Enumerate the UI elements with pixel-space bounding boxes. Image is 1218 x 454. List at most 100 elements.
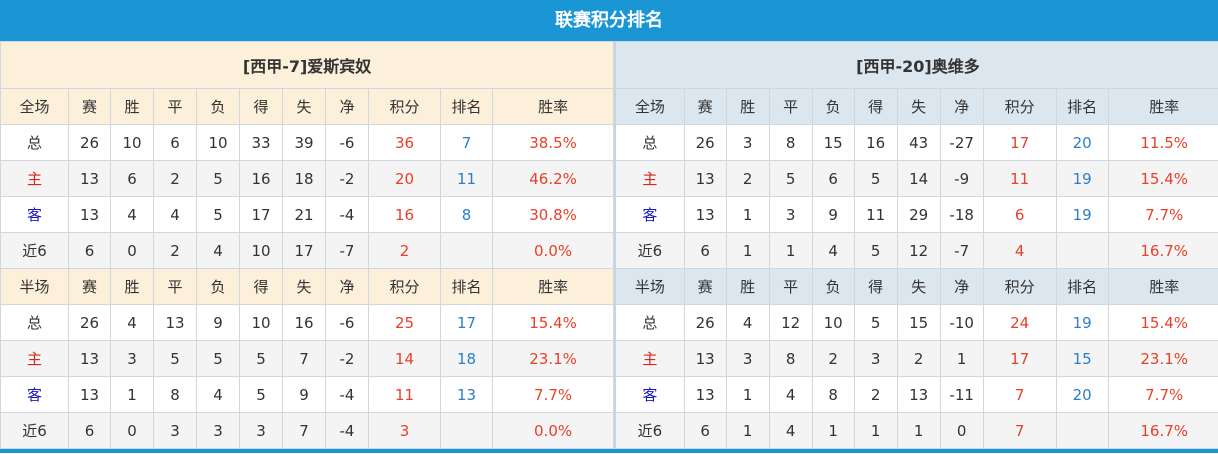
stat-cell: 26 — [68, 124, 111, 161]
column-header: 排名 — [440, 268, 493, 305]
stat-cell: 4 — [196, 232, 240, 269]
stat-cell: 25 — [368, 304, 441, 341]
stat-cell: 3 — [110, 340, 154, 377]
stat-cell: 16 — [239, 160, 283, 197]
column-header: 胜率 — [1107, 88, 1218, 125]
stat-cell: 2 — [896, 340, 941, 377]
stat-cell: 10 — [239, 304, 283, 341]
stat-cell: 4 — [153, 196, 197, 233]
stat-cell: 4 — [768, 412, 813, 449]
column-header: 胜 — [725, 88, 770, 125]
stat-cell: 7 — [440, 124, 493, 161]
column-header: 胜率 — [491, 88, 615, 125]
stat-cell: 26 — [68, 304, 111, 341]
stat-cell: 5 — [196, 160, 240, 197]
stat-cell: 0.0% — [491, 232, 615, 269]
stat-cell: 13 — [683, 160, 727, 197]
stat-cell: -2 — [325, 340, 369, 377]
table-row: 总 26 10 6 10 33 39 -6 36 7 38.5% — [0, 124, 615, 161]
column-header: 失 — [896, 268, 941, 305]
team-table-home: [西甲-7]爱斯宾奴 全场赛胜平负得失净积分 排名 胜率总 26 10 6 10 33 39 -6 3… — [0, 41, 615, 449]
row-label: 主 — [0, 340, 69, 377]
stat-cell: 6 — [153, 124, 197, 161]
stat-cell: 13 — [68, 340, 111, 377]
stat-cell: 1 — [853, 412, 898, 449]
row-label: 近6 — [614, 232, 685, 269]
stat-cell: 5 — [196, 196, 240, 233]
column-header: 平 — [153, 268, 197, 305]
stat-cell: 7 — [282, 340, 326, 377]
stat-cell: 16 — [368, 196, 441, 233]
stat-cell: 1 — [768, 232, 813, 269]
column-header: 积分 — [982, 268, 1057, 305]
stat-cell: 7 — [982, 376, 1057, 413]
stat-cell: 39 — [282, 124, 326, 161]
team-name: [西甲-20]奥维多 — [614, 41, 1218, 89]
stat-cell: 5 — [853, 160, 898, 197]
column-header: 得 — [853, 88, 898, 125]
stat-cell: 5 — [853, 232, 898, 269]
column-header: 净 — [939, 88, 984, 125]
stat-cell: 6 — [811, 160, 855, 197]
table-row: 近6 6 0 3 3 3 7 -4 3 0.0% — [0, 412, 615, 449]
stat-cell: 13 — [68, 196, 111, 233]
column-header-row: 全场赛胜平负得失净积分 排名 胜率 — [614, 88, 1218, 125]
stat-cell — [440, 412, 493, 449]
column-header: 得 — [239, 88, 283, 125]
stat-cell: 10 — [110, 124, 154, 161]
stat-cell: 11 — [368, 376, 441, 413]
stat-cell: -27 — [939, 124, 984, 161]
column-header: 赛 — [68, 268, 111, 305]
stat-cell: 12 — [768, 304, 813, 341]
stat-cell: 3 — [368, 412, 441, 449]
stat-cell: -7 — [325, 232, 369, 269]
stat-cell: -10 — [939, 304, 984, 341]
stat-cell: 10 — [811, 304, 855, 341]
stat-cell: 6 — [68, 412, 111, 449]
stat-cell: 3 — [768, 196, 813, 233]
stat-cell: -4 — [325, 376, 369, 413]
table-row: 主 13 3 8 2 3 2 1 17 15 23.1% — [614, 340, 1218, 377]
stat-cell: 13 — [683, 196, 727, 233]
column-header: 胜率 — [1107, 268, 1218, 305]
column-header: 排名 — [440, 88, 493, 125]
stat-cell: 3 — [725, 340, 770, 377]
stat-cell: 14 — [896, 160, 941, 197]
table-row: 总 26 4 12 10 5 15 -10 24 19 15.4% — [614, 304, 1218, 341]
stat-cell: 20 — [368, 160, 441, 197]
stat-cell: 17 — [239, 196, 283, 233]
stat-cell: 4 — [768, 376, 813, 413]
stat-cell: 19 — [1055, 304, 1109, 341]
stat-cell: 0 — [110, 232, 154, 269]
column-header: 得 — [239, 268, 283, 305]
column-header: 半场 — [614, 268, 685, 305]
stat-cell: 13 — [68, 376, 111, 413]
stat-cell: 23.1% — [1107, 340, 1218, 377]
stat-cell: 3 — [725, 124, 770, 161]
stat-cell: 46.2% — [491, 160, 615, 197]
stat-cell: 2 — [853, 376, 898, 413]
stat-cell: 16 — [282, 304, 326, 341]
stat-cell: -4 — [325, 196, 369, 233]
stat-cell: 8 — [768, 124, 813, 161]
stat-cell: 13 — [683, 376, 727, 413]
column-header: 排名 — [1055, 268, 1109, 305]
stat-cell: 15 — [1055, 340, 1109, 377]
stat-cell: 15.4% — [491, 304, 615, 341]
stat-cell: 15 — [811, 124, 855, 161]
stat-cell: 30.8% — [491, 196, 615, 233]
stat-cell: 26 — [683, 124, 727, 161]
column-header: 积分 — [368, 268, 441, 305]
column-header: 得 — [853, 268, 898, 305]
row-label: 总 — [614, 304, 685, 341]
column-header: 净 — [325, 88, 369, 125]
row-label: 主 — [0, 160, 69, 197]
stat-cell: 1 — [725, 376, 770, 413]
column-header: 失 — [282, 268, 326, 305]
table-row: 客 13 1 8 4 5 9 -4 11 13 7.7% — [0, 376, 615, 413]
stat-cell: 29 — [896, 196, 941, 233]
column-header-row: 半场赛胜平负得失净积分 排名 胜率 — [0, 268, 615, 305]
column-header: 负 — [811, 88, 855, 125]
stat-cell: 15.4% — [1107, 304, 1218, 341]
stat-cell: -2 — [325, 160, 369, 197]
